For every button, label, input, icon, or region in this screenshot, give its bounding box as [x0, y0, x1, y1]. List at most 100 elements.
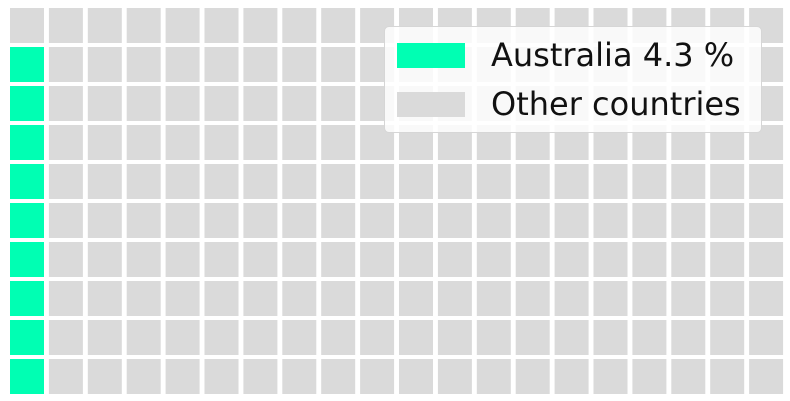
waffle-cell-other [360, 320, 395, 355]
waffle-cell-other [593, 242, 628, 277]
waffle-cell-other [87, 281, 122, 316]
waffle-cell-other [476, 242, 511, 277]
waffle-cell-other [282, 86, 317, 121]
waffle-cell-other [282, 359, 317, 394]
waffle-cell-other [437, 281, 472, 316]
waffle-cell-other [204, 203, 239, 238]
waffle-cell-other [321, 281, 356, 316]
waffle-cell-other [282, 320, 317, 355]
waffle-cell-other [632, 203, 667, 238]
waffle-cell-other [437, 359, 472, 394]
waffle-cell-other [360, 203, 395, 238]
waffle-cell-other [87, 125, 122, 160]
waffle-cell-other [360, 359, 395, 394]
waffle-cell-other [593, 359, 628, 394]
waffle-cell-other [321, 320, 356, 355]
waffle-cell-other [282, 242, 317, 277]
waffle-cell-other [554, 203, 589, 238]
waffle-cell-other [165, 281, 200, 316]
waffle-cell-other [437, 203, 472, 238]
waffle-cell-other [48, 281, 83, 316]
waffle-cell-other [126, 203, 161, 238]
waffle-cell-other [671, 281, 706, 316]
waffle-cell-other [515, 164, 550, 199]
waffle-cell-other [671, 203, 706, 238]
waffle-cell-other [710, 281, 745, 316]
waffle-cell-other [87, 86, 122, 121]
waffle-cell-other [515, 320, 550, 355]
legend-label-other: Other countries [491, 85, 741, 123]
waffle-cell-other [476, 359, 511, 394]
waffle-cell-other [632, 359, 667, 394]
waffle-cell-other [749, 320, 784, 355]
waffle-cell-other [476, 203, 511, 238]
waffle-cell-other [48, 164, 83, 199]
waffle-cell-other [126, 86, 161, 121]
waffle-cell-australia [10, 203, 44, 238]
waffle-cell-other [282, 164, 317, 199]
waffle-cell-other [204, 242, 239, 277]
waffle-cell-other [126, 8, 161, 43]
waffle-cell-other [282, 8, 317, 43]
waffle-cell-other [321, 203, 356, 238]
waffle-cell-other [321, 125, 356, 160]
waffle-cell-other [399, 359, 433, 394]
chart-legend: Australia 4.3 % Other countries [384, 26, 762, 133]
waffle-cell-other [632, 164, 667, 199]
waffle-cell-other [671, 164, 706, 199]
waffle-cell-other [165, 164, 200, 199]
waffle-cell-other [671, 320, 706, 355]
waffle-cell-other [165, 47, 200, 82]
waffle-cell-other [87, 359, 122, 394]
waffle-cell-other [593, 281, 628, 316]
waffle-cell-other [87, 320, 122, 355]
waffle-cell-other [554, 242, 589, 277]
waffle-cell-other [243, 86, 278, 121]
waffle-cell-other [48, 359, 83, 394]
waffle-cell-other [671, 359, 706, 394]
waffle-cell-other [749, 281, 784, 316]
waffle-cell-other [749, 242, 784, 277]
waffle-cell-other [243, 47, 278, 82]
legend-item-other: Other countries [397, 88, 741, 120]
waffle-cell-other [321, 359, 356, 394]
waffle-cell-other [126, 359, 161, 394]
waffle-cell-other [399, 164, 433, 199]
waffle-cell-other [749, 359, 784, 394]
waffle-cell-other [243, 8, 278, 43]
waffle-cell-other [710, 242, 745, 277]
waffle-cell-other [554, 281, 589, 316]
waffle-cell-other [749, 164, 784, 199]
waffle-cell-other [243, 242, 278, 277]
waffle-cell-other [165, 86, 200, 121]
waffle-cell-other [204, 281, 239, 316]
waffle-cell-other [165, 203, 200, 238]
waffle-cell-other [165, 320, 200, 355]
waffle-cell-other [632, 242, 667, 277]
waffle-cell-other [204, 125, 239, 160]
waffle-cell-other [749, 203, 784, 238]
waffle-cell-other [554, 320, 589, 355]
waffle-cell-other [282, 281, 317, 316]
waffle-cell-other [710, 320, 745, 355]
waffle-cell-other [399, 242, 433, 277]
waffle-cell-other [87, 8, 122, 43]
waffle-cell-other [48, 242, 83, 277]
waffle-cell-other [399, 320, 433, 355]
waffle-cell-other [165, 242, 200, 277]
waffle-cell-other [243, 281, 278, 316]
waffle-cell-other [48, 86, 83, 121]
waffle-cell-other [165, 359, 200, 394]
waffle-cell-other [710, 203, 745, 238]
waffle-cell-other [515, 242, 550, 277]
waffle-cell-other [282, 125, 317, 160]
waffle-cell-other [243, 203, 278, 238]
waffle-cell-other [165, 125, 200, 160]
waffle-cell-other [437, 164, 472, 199]
waffle-cell-other [243, 320, 278, 355]
waffle-cell-australia [10, 47, 44, 82]
waffle-cell-other [476, 164, 511, 199]
waffle-cell-other [476, 320, 511, 355]
waffle-cell-other [87, 203, 122, 238]
waffle-cell-other [243, 359, 278, 394]
